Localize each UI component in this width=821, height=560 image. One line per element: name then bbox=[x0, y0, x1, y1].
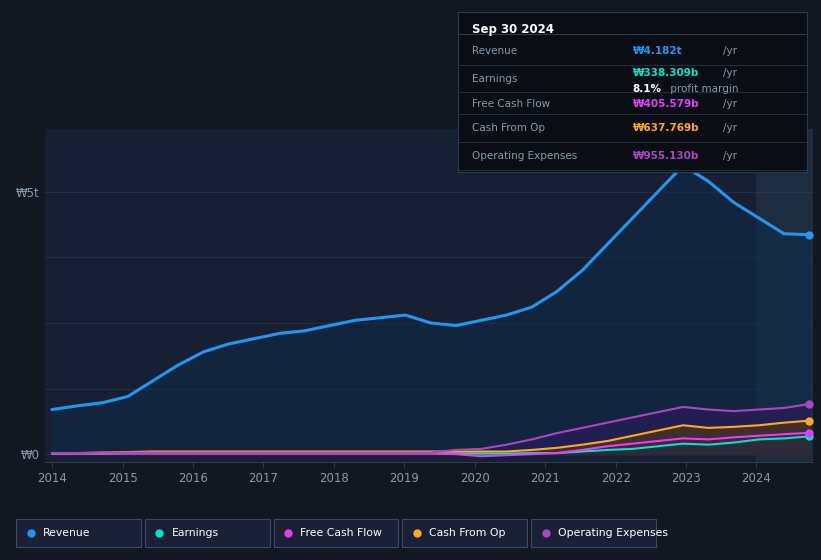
Bar bbox=[531, 519, 656, 547]
Text: /yr: /yr bbox=[723, 68, 737, 78]
Bar bbox=[756, 129, 821, 462]
Text: Cash From Op: Cash From Op bbox=[472, 123, 545, 133]
Text: /yr: /yr bbox=[723, 46, 737, 57]
Text: profit margin: profit margin bbox=[667, 84, 739, 94]
Bar bbox=[145, 519, 269, 547]
Text: Sep 30 2024: Sep 30 2024 bbox=[472, 23, 554, 36]
Text: Operating Expenses: Operating Expenses bbox=[472, 151, 577, 161]
Text: Free Cash Flow: Free Cash Flow bbox=[472, 99, 550, 109]
Bar bbox=[16, 519, 141, 547]
Text: Earnings: Earnings bbox=[472, 74, 517, 85]
Text: Revenue: Revenue bbox=[43, 528, 90, 538]
Text: ₩338.309b: ₩338.309b bbox=[633, 68, 699, 78]
Text: Earnings: Earnings bbox=[172, 528, 218, 538]
Text: Revenue: Revenue bbox=[472, 46, 517, 57]
Text: Operating Expenses: Operating Expenses bbox=[557, 528, 667, 538]
Text: Free Cash Flow: Free Cash Flow bbox=[300, 528, 382, 538]
Text: /yr: /yr bbox=[723, 123, 737, 133]
Text: ₩405.579b: ₩405.579b bbox=[633, 99, 699, 109]
Text: ₩4.182t: ₩4.182t bbox=[633, 46, 682, 57]
Text: Cash From Op: Cash From Op bbox=[429, 528, 506, 538]
Text: ₩955.130b: ₩955.130b bbox=[633, 151, 699, 161]
Text: 8.1%: 8.1% bbox=[633, 84, 662, 94]
Bar bbox=[273, 519, 398, 547]
Text: /yr: /yr bbox=[723, 151, 737, 161]
Text: ₩637.769b: ₩637.769b bbox=[633, 123, 699, 133]
Text: /yr: /yr bbox=[723, 99, 737, 109]
Bar bbox=[402, 519, 527, 547]
